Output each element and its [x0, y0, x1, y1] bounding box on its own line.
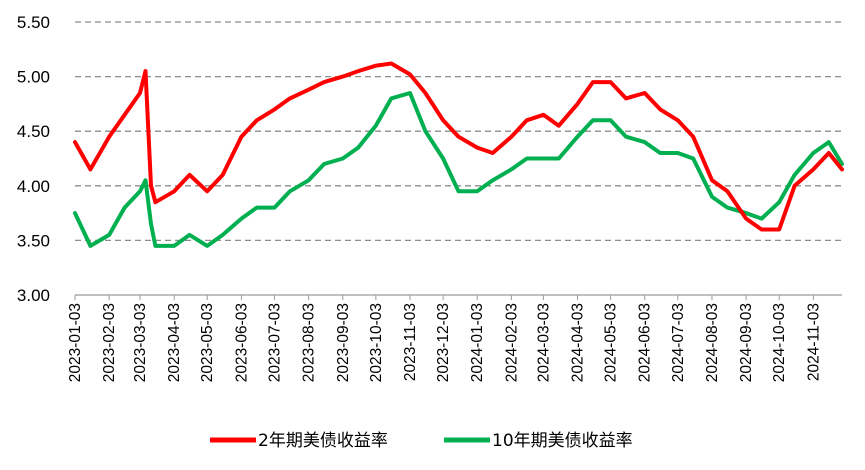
series-lines: [73, 61, 844, 248]
series-line-10y: [73, 91, 844, 248]
x-tick-label: 2023-06-03: [233, 303, 250, 382]
legend-label-2y: 2年期美债收益率: [258, 431, 388, 451]
x-axis: 2023-01-03 2023-02-03 2023-03-03 2023-04-03…: [67, 294, 842, 382]
x-tick-label: 2023-04-03: [166, 303, 183, 382]
y-tick-label: 5.00: [17, 68, 50, 87]
x-tick-label: 2023-09-03: [335, 303, 352, 382]
x-tick-label: 2024-07-03: [670, 303, 687, 382]
x-tick-label: 2024-10-03: [771, 303, 788, 382]
x-tick-label: 2024-11-03: [805, 303, 822, 381]
y-tick-label: 4.50: [17, 122, 50, 141]
grid-lines: [75, 21, 842, 242]
x-tick-label: 2024-08-03: [704, 303, 721, 382]
x-tick-label: 2023-07-03: [266, 303, 283, 382]
x-tick-label: 2024-01-03: [469, 303, 486, 382]
x-tick-label: 2024-02-03: [503, 303, 520, 382]
y-tick-label: 3.50: [17, 231, 50, 250]
x-tick-label: 2024-04-03: [570, 303, 587, 382]
x-tick-label: 2023-12-03: [435, 303, 452, 382]
x-tick-label: 2024-03-03: [535, 303, 552, 382]
y-tick-label: 4.00: [17, 177, 50, 196]
x-tick-label: 2023-11-03: [402, 303, 419, 381]
series-line-2y: [73, 61, 844, 232]
x-tick-label: 2023-02-03: [101, 303, 118, 382]
x-tick-label: 2023-05-03: [199, 303, 216, 382]
x-tick-label: 2023-03-03: [132, 303, 149, 382]
x-tick-label: 2024-05-03: [603, 303, 620, 382]
y-axis-ticks: 3.00 3.50 4.00 4.50 5.00 5.50: [17, 13, 50, 305]
x-tick-label: 2024-09-03: [738, 303, 755, 382]
x-tick-label: 2023-01-03: [67, 303, 84, 382]
y-tick-label: 5.50: [17, 13, 50, 32]
legend: 2年期美债收益率 10年期美债收益率: [210, 431, 633, 451]
x-tick-label: 2023-10-03: [368, 303, 385, 382]
legend-label-10y: 10年期美债收益率: [492, 431, 633, 451]
y-tick-label: 3.00: [17, 286, 50, 305]
x-tick-label: 2024-06-03: [637, 303, 654, 382]
x-tick-label: 2023-08-03: [301, 303, 318, 382]
